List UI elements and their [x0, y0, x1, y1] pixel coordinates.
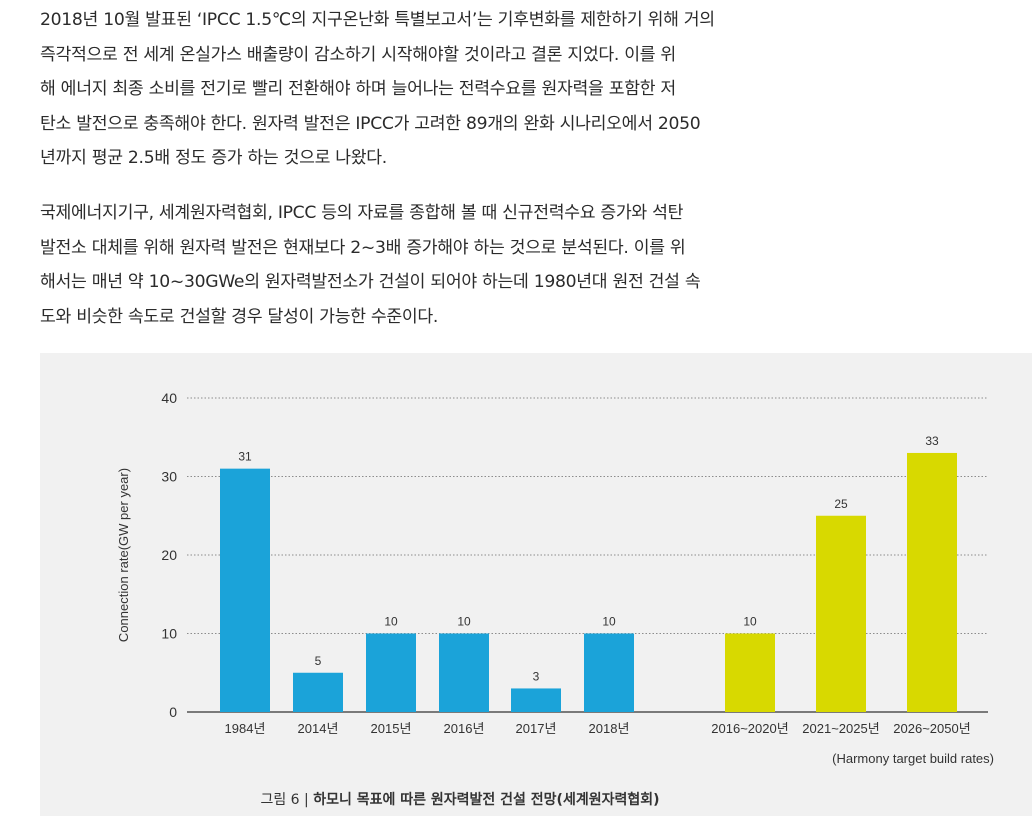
caption-prefix: 그림 6 |	[260, 792, 314, 808]
x-tick-label: 2014년	[298, 721, 339, 736]
caption-title: 하모니 목표에 따른 원자력발전 건설 전망(세계원자력협회)	[313, 792, 660, 808]
data-label: 10	[384, 615, 398, 629]
text-line: 2018년 10월 발표된 ‘IPCC 1.5℃의 지구온난화 특별보고서’는 …	[40, 10, 715, 30]
bar	[725, 633, 775, 712]
paragraph-2: 국제에너지기구, 세계원자력협회, IPCC 등의 자료를 종합해 볼 때 신규…	[40, 196, 880, 334]
data-label: 33	[925, 434, 939, 448]
figure: 0 10 20 30 40 Connection rate(GW per year) 31 1…	[40, 353, 1032, 816]
bar	[511, 688, 561, 712]
bar	[220, 468, 270, 712]
y-tick-label: 10	[161, 626, 177, 642]
bar	[366, 633, 416, 712]
data-label: 3	[533, 669, 540, 683]
x-tick-label: 2016~2020년	[711, 721, 788, 736]
bar-chart: 0 10 20 30 40 Connection rate(GW per year) 31 1…	[116, 390, 988, 736]
figure-caption: 그림 6 | 하모니 목표에 따른 원자력발전 건설 전망(세계원자력협회)	[40, 789, 880, 809]
text-line: 탄소 발전으로 충족해야 한다. 원자력 발전은 IPCC가 고려한 89개의 …	[40, 113, 701, 134]
bar	[816, 515, 866, 712]
data-label: 10	[743, 615, 757, 629]
x-tick-label: 1984년	[225, 721, 266, 736]
text-line: 국제에너지기구, 세계원자력협회, IPCC 등의 자료를 종합해 볼 때 신규…	[40, 203, 684, 223]
bar	[293, 672, 343, 712]
text-line: 해 에너지 최종 소비를 전기로 빨리 전환해야 하며 늘어나는 전력수요를 원…	[40, 79, 676, 99]
x-tick-label: 2018년	[589, 721, 630, 736]
bar	[584, 633, 634, 712]
y-tick-label: 0	[169, 704, 177, 720]
data-label: 10	[602, 615, 616, 629]
data-label: 5	[315, 654, 322, 668]
paragraph-1: 2018년 10월 발표된 ‘IPCC 1.5℃의 지구온난화 특별보고서’는 …	[40, 3, 880, 176]
chart-note: (Harmony target build rates)	[832, 751, 994, 766]
text-line: 도와 비슷한 속도로 건설할 경우 달성이 가능한 수준이다.	[40, 306, 439, 327]
bar	[907, 452, 957, 712]
text-line: 즉각적으로 전 세계 온실가스 배출량이 감소하기 시작해야할 것이라고 결론 …	[40, 44, 676, 65]
text-line: 해서는 매년 약 10~30GWe의 원자력발전소가 건설이 되어야 하는데 1…	[40, 272, 701, 292]
data-label: 25	[834, 497, 848, 511]
data-label: 31	[238, 450, 252, 464]
x-tick-label: 2021~2025년	[802, 721, 879, 736]
bar	[439, 633, 489, 712]
y-axis-label: Connection rate(GW per year)	[116, 468, 131, 642]
x-tick-label: 2026~2050년	[893, 721, 970, 736]
x-tick-label: 2016년	[444, 721, 485, 736]
y-tick-label: 30	[161, 469, 177, 485]
x-tick-label: 2017년	[516, 721, 557, 736]
y-tick-label: 40	[161, 390, 177, 406]
y-tick-label: 20	[161, 547, 177, 563]
x-tick-label: 2015년	[371, 721, 412, 736]
data-label: 10	[457, 615, 471, 629]
text-line: 발전소 대체를 위해 원자력 발전은 현재보다 2~3배 증가해야 하는 것으로…	[40, 237, 686, 258]
text-line: 년까지 평균 2.5배 정도 증가 하는 것으로 나왔다.	[40, 148, 387, 168]
